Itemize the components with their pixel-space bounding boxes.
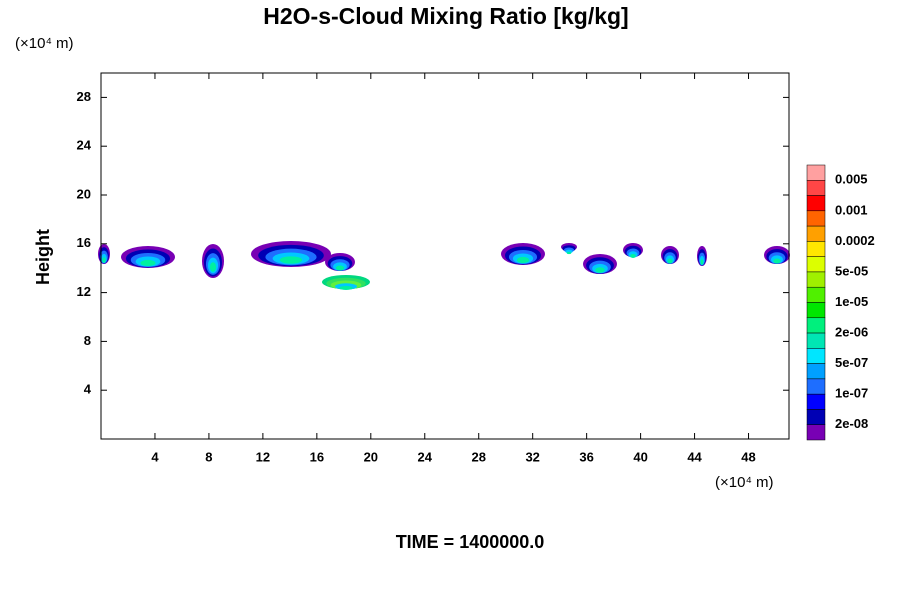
cloud-blob [140,259,156,267]
colorbar-swatch [806,256,826,273]
y-tick-label: 12 [77,284,91,299]
plot-frame [100,72,790,440]
colorbar-swatch [806,241,826,257]
x-tick-label: 4 [151,449,159,464]
colorbar-swatch [806,195,826,212]
x-tick-label: 28 [471,449,485,464]
cloud-blob [102,257,106,263]
colorbar-label: 1e-05 [835,294,868,309]
cloud-blob [667,258,673,264]
x-tick-label: 8 [205,449,212,464]
colorbar-label: 5e-07 [835,355,868,370]
cloud-blob [595,267,605,273]
cloud-blob [335,265,345,271]
colorbar-label: 1e-07 [835,386,868,401]
footer-time: TIME = 1400000.0 [396,532,545,552]
colorbar-label: 5e-05 [835,263,868,278]
colorbar-swatch [806,286,826,303]
colorbar-swatch [806,164,826,181]
chart-title: H2O-s-Cloud Mixing Ratio [kg/kg] [263,3,628,29]
colorbar-swatch [806,180,826,196]
colorbar-label: 0.0002 [835,233,875,248]
x-tick-label: 40 [633,449,647,464]
y-tick-label: 20 [77,186,91,201]
colorbar-swatch [806,393,826,410]
colorbar-swatch [806,317,826,334]
cloud-blob [700,259,704,265]
colorbar-swatch [806,332,826,349]
colorbar-swatch [806,271,826,288]
x-tick-label: 44 [687,449,702,464]
cloud-blob [279,256,303,264]
colorbar-label: 2e-08 [835,416,868,431]
colorbar-swatch [806,424,826,441]
x-tick-label: 16 [310,449,324,464]
x-tick-label: 32 [525,449,539,464]
colorbar-swatch [806,378,826,395]
cloud-blob [516,256,530,264]
colorbar-swatch [806,363,826,380]
y-tick-label: 8 [84,333,91,348]
colorbar-swatch [806,348,826,364]
x-tick-label: 48 [741,449,755,464]
y-axis-label: Height [33,229,53,285]
colorbar-label: 2e-06 [835,324,868,339]
cloud-field [98,241,790,290]
x-tick-label: 20 [364,449,378,464]
cloud-blob [773,258,781,264]
x-tick-label: 24 [418,449,433,464]
colorbar-swatch [806,210,826,227]
x-tick-label: 36 [579,449,593,464]
cloud-blob [209,262,217,272]
cloud-blob [566,251,572,255]
x-tick-label: 12 [256,449,270,464]
colorbar-swatch [806,225,826,242]
y-tick-label: 4 [84,382,92,397]
cloud-blob [630,254,636,258]
cloud-blob [339,286,353,290]
colorbar-swatch [806,302,826,319]
colorbar-swatch [806,409,826,425]
y-tick-label: 16 [77,235,91,250]
y-tick-label: 28 [77,89,91,104]
colorbar-label: 0.005 [835,172,868,187]
colorbar-label: 0.001 [835,202,868,217]
y-tick-label: 24 [77,138,92,153]
x-unit: (×10⁴ m) [715,474,774,491]
y-unit: (×10⁴ m) [15,35,74,52]
